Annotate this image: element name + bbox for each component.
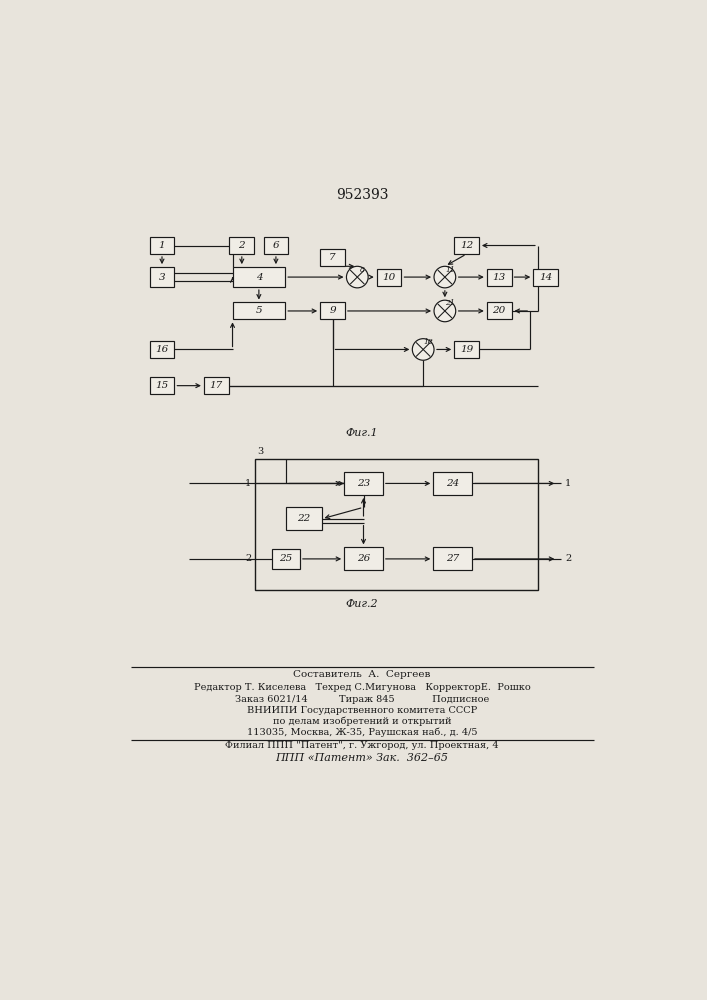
- Text: 17: 17: [209, 381, 223, 390]
- Text: 16: 16: [156, 345, 169, 354]
- Bar: [272, 549, 300, 569]
- Bar: [320, 302, 345, 319]
- Text: по делам изобретений и открытий: по делам изобретений и открытий: [273, 717, 451, 726]
- Text: 12: 12: [460, 241, 473, 250]
- Text: 26: 26: [357, 554, 370, 563]
- Text: 3: 3: [158, 273, 165, 282]
- Bar: [377, 269, 402, 286]
- Text: ВНИИПИ Государственного комитета СССР: ВНИИПИ Государственного комитета СССР: [247, 706, 477, 715]
- Bar: [320, 249, 345, 266]
- Circle shape: [434, 266, 456, 288]
- Text: 113035, Москва, Ж-35, Раушская наб., д. 4/5: 113035, Москва, Ж-35, Раушская наб., д. …: [247, 727, 477, 737]
- Text: 25: 25: [279, 554, 293, 563]
- Bar: [150, 267, 175, 287]
- Bar: [486, 302, 512, 319]
- Text: Фиг.1: Фиг.1: [346, 428, 378, 438]
- Bar: [150, 341, 175, 358]
- Bar: [454, 237, 479, 254]
- Text: 2: 2: [238, 241, 245, 250]
- Text: 18: 18: [423, 338, 433, 346]
- Bar: [150, 237, 175, 254]
- Text: Редактор Т. Киселева   Техред С.Мигунова   КорректорЕ.  Рошко: Редактор Т. Киселева Техред С.Мигунова К…: [194, 683, 530, 692]
- Text: 7: 7: [329, 253, 336, 262]
- Bar: [233, 267, 285, 287]
- Bar: [286, 507, 322, 530]
- Circle shape: [434, 300, 456, 322]
- Circle shape: [412, 339, 434, 360]
- Text: 1: 1: [245, 479, 251, 488]
- Bar: [264, 237, 288, 254]
- Text: 1: 1: [565, 479, 571, 488]
- Text: Филиал ППП "Патент", г. Ужгород, ул. Проектная, 4: Филиал ППП "Патент", г. Ужгород, ул. Про…: [225, 741, 498, 750]
- Text: 6: 6: [273, 241, 279, 250]
- Text: Составитель  А.  Сергеев: Составитель А. Сергеев: [293, 670, 431, 679]
- Text: 15: 15: [156, 381, 169, 390]
- Text: 4: 4: [255, 273, 262, 282]
- Text: 14: 14: [539, 273, 552, 282]
- Text: 8: 8: [361, 266, 365, 274]
- Text: 21: 21: [445, 299, 455, 307]
- Text: 2: 2: [565, 554, 571, 563]
- Text: 19: 19: [460, 345, 473, 354]
- Bar: [433, 472, 472, 495]
- Text: 23: 23: [357, 479, 370, 488]
- Bar: [255, 459, 538, 590]
- Text: 24: 24: [446, 479, 460, 488]
- Text: Заказ 6021/14          Тираж 845            Подписное: Заказ 6021/14 Тираж 845 Подписное: [235, 695, 489, 704]
- Bar: [344, 472, 383, 495]
- Text: 27: 27: [446, 554, 460, 563]
- Text: 9: 9: [329, 306, 336, 315]
- Text: 22: 22: [297, 514, 310, 523]
- Text: 5: 5: [255, 306, 262, 315]
- Bar: [433, 547, 472, 570]
- Text: 1: 1: [158, 241, 165, 250]
- Text: Фиг.2: Фиг.2: [346, 599, 378, 609]
- Text: 10: 10: [382, 273, 396, 282]
- Bar: [533, 269, 558, 286]
- Bar: [204, 377, 228, 394]
- Text: 3: 3: [257, 447, 264, 456]
- Bar: [230, 237, 255, 254]
- Bar: [233, 302, 285, 319]
- Bar: [454, 341, 479, 358]
- Bar: [150, 377, 175, 394]
- Text: ППП «Патент» Зак.  362–65: ППП «Патент» Зак. 362–65: [276, 753, 448, 763]
- Circle shape: [346, 266, 368, 288]
- Text: 20: 20: [493, 306, 506, 315]
- Text: 2: 2: [245, 554, 251, 563]
- Bar: [486, 269, 512, 286]
- Bar: [344, 547, 383, 570]
- Text: 11: 11: [445, 266, 455, 274]
- Text: 952393: 952393: [336, 188, 388, 202]
- Text: 13: 13: [493, 273, 506, 282]
